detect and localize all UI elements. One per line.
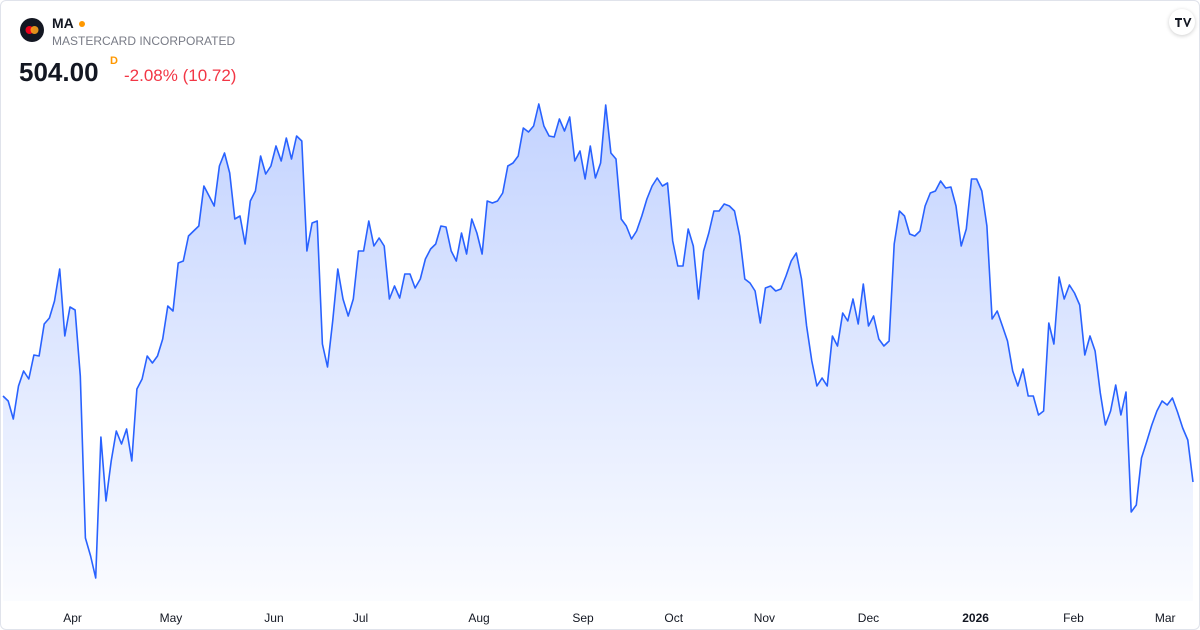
ticker-text: MA [52,15,74,31]
ticker: MA [52,15,85,31]
x-tick-label: Aug [468,611,489,625]
tv-logo-icon [1175,18,1192,27]
x-tick-label: Feb [1063,611,1084,625]
x-tick-label: May [160,611,183,625]
x-tick-label: Oct [664,611,683,625]
x-tick-label: Apr [63,611,82,625]
x-tick-label: Mar [1155,611,1176,625]
price-line [2,103,1194,579]
price-flag: D [110,55,118,67]
x-tick-label: Dec [858,611,879,625]
x-tick-label: 2026 [962,611,989,625]
x-tick-label: Nov [754,611,775,625]
x-tick-label: Jun [264,611,283,625]
tv-logo[interactable] [1169,9,1195,35]
area-fill [3,104,1193,601]
logo [20,18,44,42]
change: -2.08% (10.72) [124,66,237,85]
x-tick-label: Jul [353,611,368,625]
price: 504.00 [19,57,99,87]
x-tick-label: Sep [572,611,594,625]
company-name: MASTERCARD INCORPORATED [52,34,236,48]
